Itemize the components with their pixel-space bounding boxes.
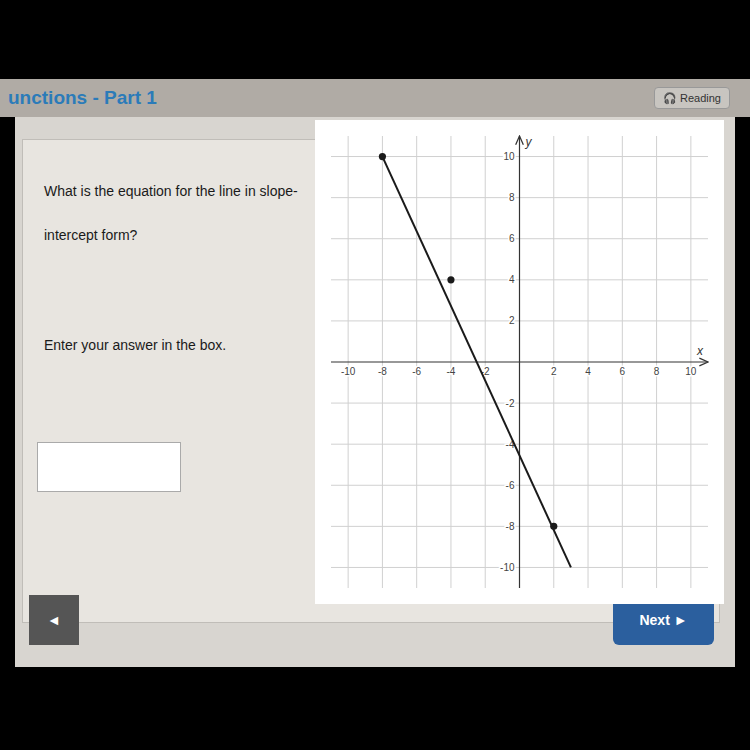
graph-panel: -10-8-6-4-2246810-10-8-6-4-2246810xy <box>315 120 724 604</box>
graph: -10-8-6-4-2246810-10-8-6-4-2246810xy <box>315 120 724 604</box>
y-tick-label: 10 <box>503 151 515 162</box>
y-tick-label: 2 <box>509 315 515 326</box>
y-tick-label: 8 <box>509 192 515 203</box>
x-tick-label: 10 <box>685 366 697 377</box>
x-tick-label: -6 <box>412 366 421 377</box>
back-button[interactable]: ◄ <box>29 595 79 645</box>
x-tick-label: -10 <box>341 366 356 377</box>
instruction-text: Enter your answer in the box. <box>44 337 226 353</box>
x-tick-label: 6 <box>620 366 626 377</box>
x-tick-label: 4 <box>585 366 591 377</box>
question-text: intercept form? <box>44 227 137 243</box>
plot-data <box>379 153 571 568</box>
x-tick-label: 8 <box>654 366 660 377</box>
x-axis-label: x <box>696 344 704 358</box>
y-tick-label: -10 <box>500 562 515 573</box>
y-tick-label: 6 <box>509 233 515 244</box>
x-tick-label: -8 <box>378 366 387 377</box>
grid <box>331 136 708 588</box>
data-point <box>379 153 386 160</box>
reading-button[interactable]: 🎧 Reading <box>654 87 730 109</box>
x-tick-label: -4 <box>447 366 456 377</box>
data-line <box>382 157 570 568</box>
data-point <box>550 523 557 530</box>
nav-title: unctions - Part 1 <box>8 79 157 117</box>
data-point <box>447 276 454 283</box>
y-tick-label: -6 <box>506 480 515 491</box>
y-axis <box>519 136 520 588</box>
y-tick-label: -2 <box>506 398 515 409</box>
question-text: What is the equation for the line in slo… <box>44 183 298 199</box>
y-tick-label: 4 <box>509 274 515 285</box>
nav-bar: unctions - Part 1 🎧 Reading <box>0 79 750 117</box>
answer-box[interactable] <box>37 442 181 492</box>
top-bar <box>0 0 750 79</box>
y-axis-label: y <box>525 135 533 149</box>
x-tick-label: 2 <box>551 366 557 377</box>
y-tick-label: -8 <box>506 521 515 532</box>
